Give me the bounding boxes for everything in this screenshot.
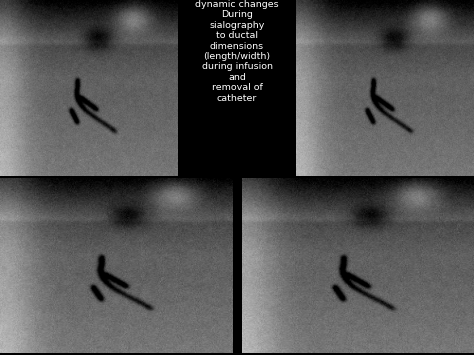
Text: dynamic changes
During
sialography
to ductal
dimensions
(length/width)
during in: dynamic changes During sialography to du…	[195, 0, 279, 103]
